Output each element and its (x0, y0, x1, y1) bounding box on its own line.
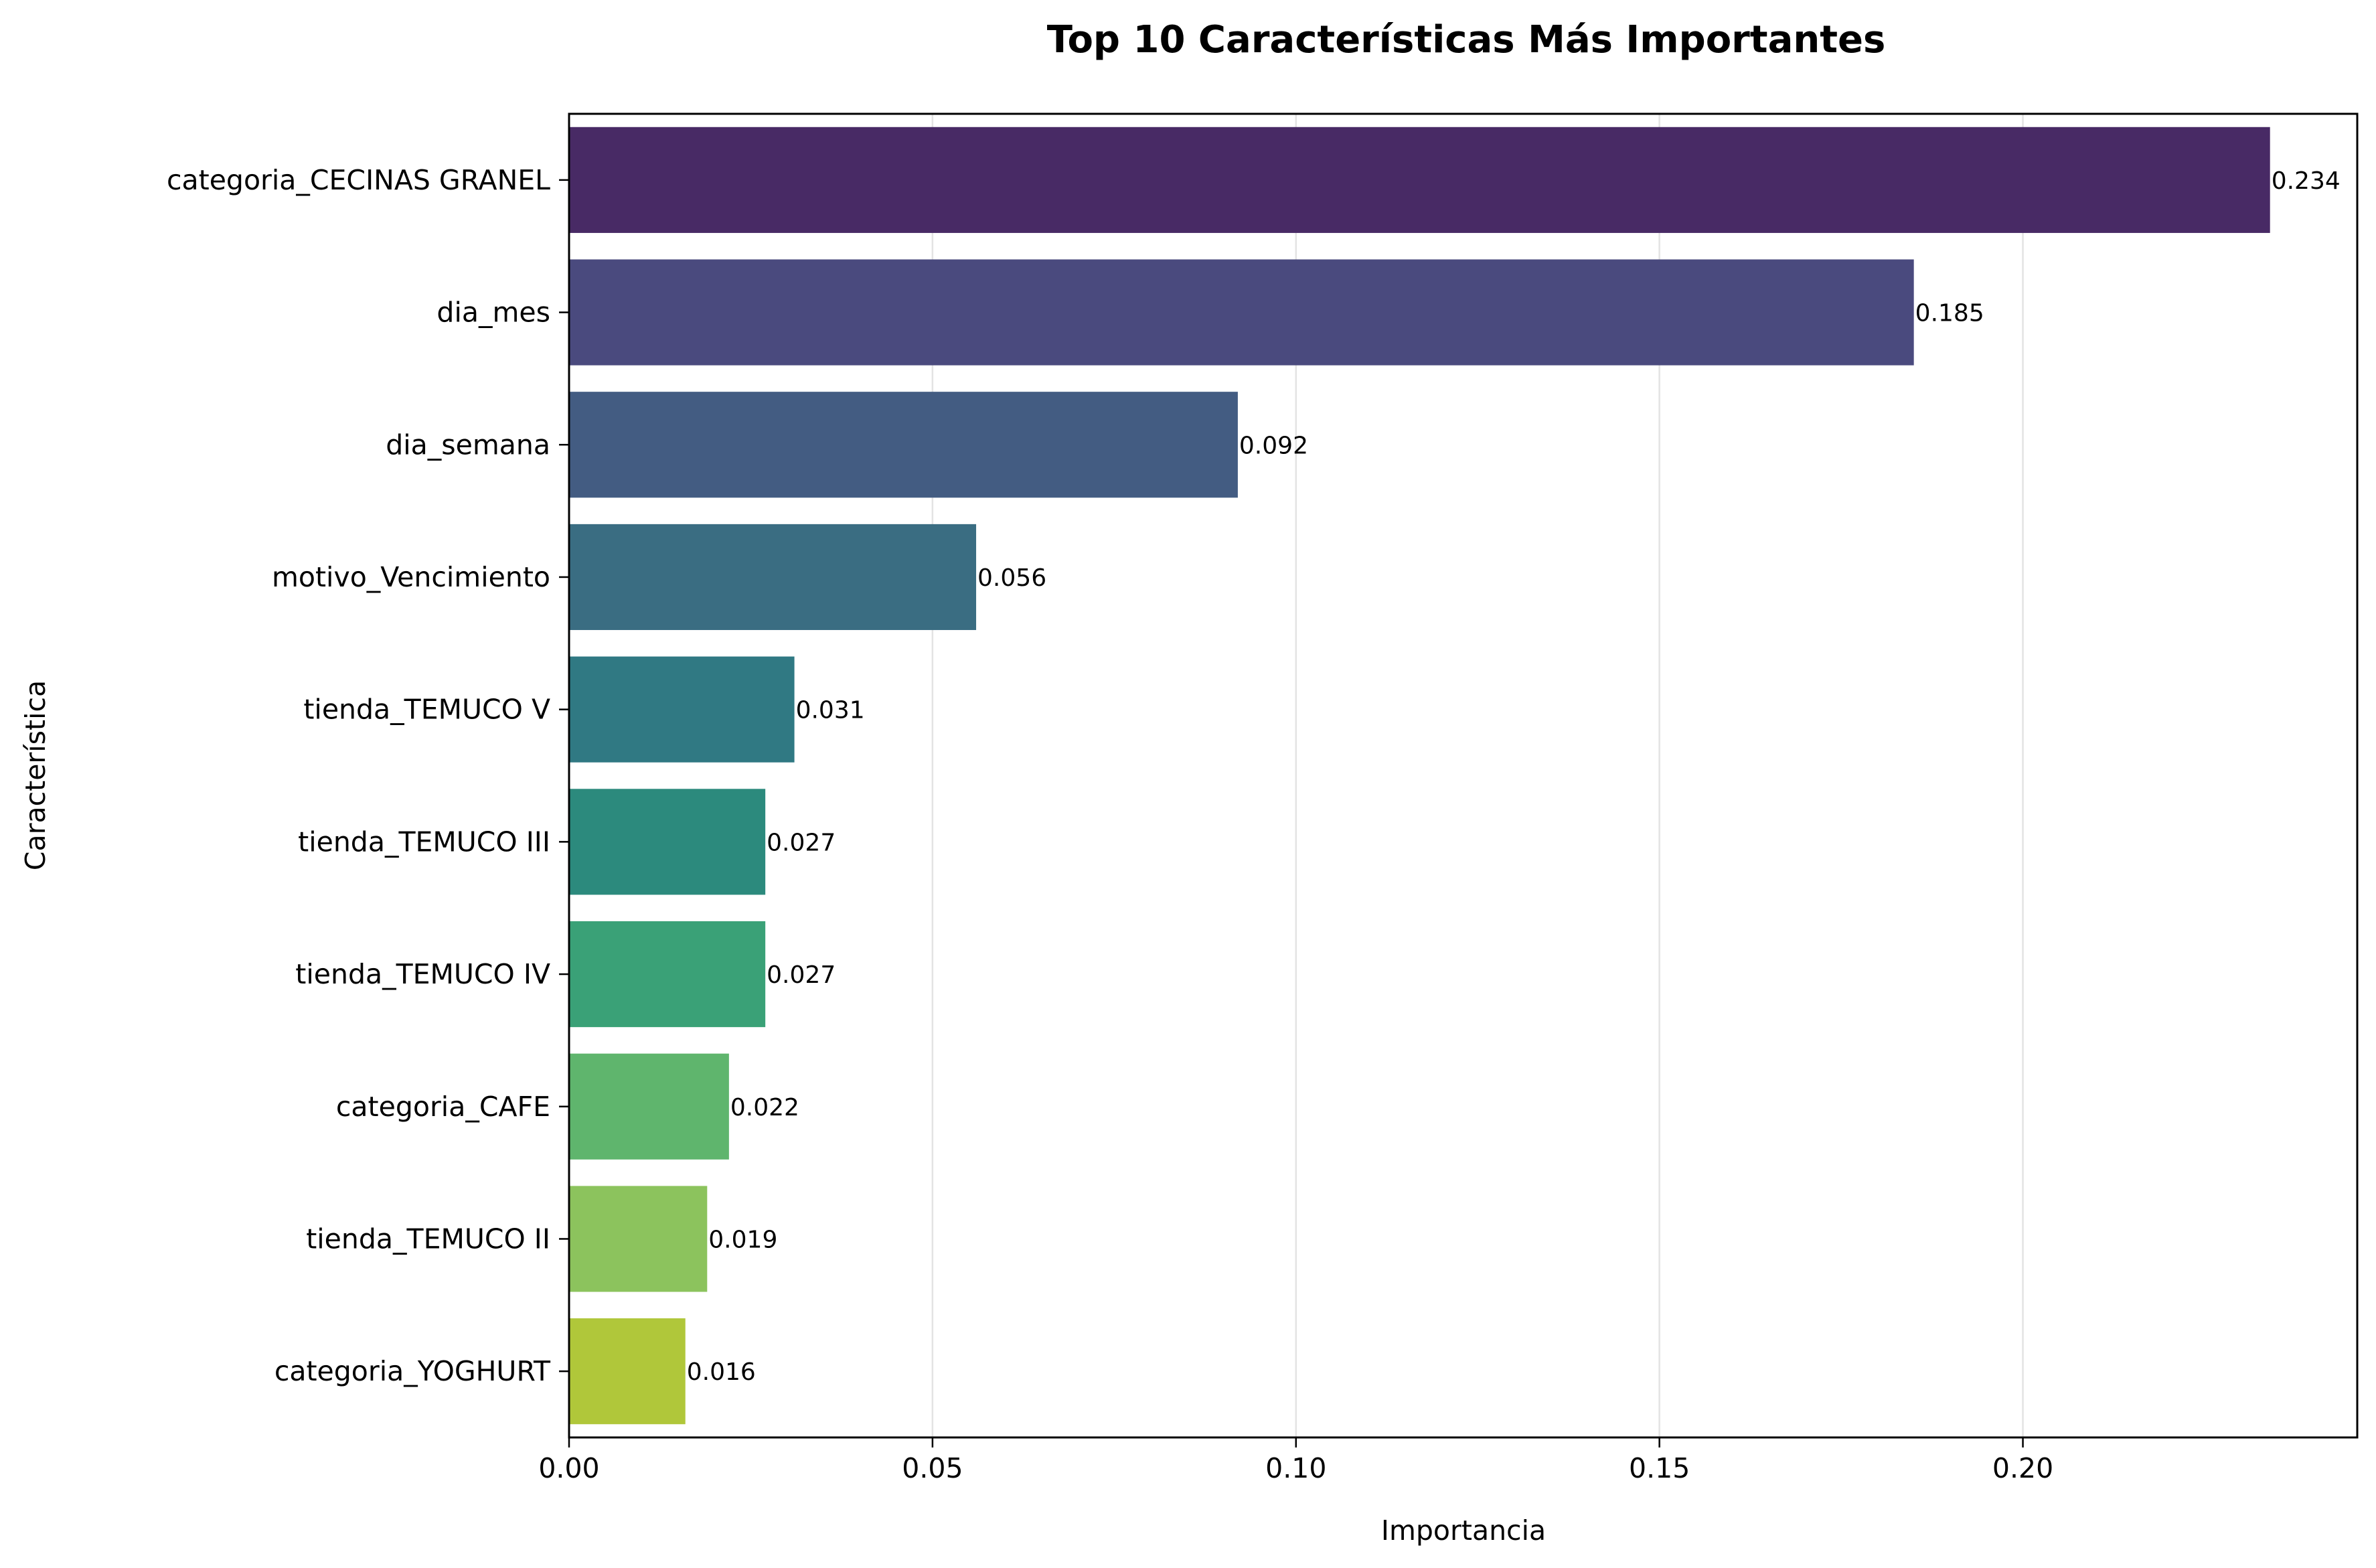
bar-value-label: 0.022 (730, 1094, 799, 1121)
y-tick-label: categoria_YOGHURT (274, 1355, 551, 1387)
y-tick-label: tienda_TEMUCO V (303, 694, 550, 726)
bar-value-label: 0.027 (767, 829, 836, 856)
plot-frame (568, 112, 2359, 1439)
y-tick-label: tienda_TEMUCO III (298, 826, 550, 858)
x-tick-label: 0.15 (1629, 1452, 1690, 1484)
x-tick-label: 0.20 (1992, 1452, 2053, 1484)
chart-title: Top 10 Características Más Importantes (1047, 18, 1886, 62)
bar (569, 1318, 686, 1425)
y-axis-label: Característica (19, 680, 52, 870)
y-tick-label: tienda_TEMUCO IV (295, 958, 550, 990)
bar (569, 921, 766, 1028)
bar (569, 789, 766, 895)
y-tick-label: categoria_CAFE (336, 1091, 550, 1123)
bar (569, 259, 1914, 366)
bar-value-label: 0.031 (796, 697, 865, 724)
x-tick-label: 0.00 (538, 1452, 599, 1484)
x-tick-label: 0.05 (902, 1452, 963, 1484)
y-tick-label: dia_mes (437, 297, 550, 329)
bar (569, 1053, 729, 1160)
y-tick-label: tienda_TEMUCO II (306, 1223, 550, 1255)
bar (569, 127, 2270, 233)
bar (569, 1186, 708, 1292)
bar (569, 524, 977, 631)
x-axis-ticks: 0.00 0.05 0.10 0.15 0.20 (538, 1437, 2053, 1484)
x-tick-label: 0.10 (1265, 1452, 1326, 1484)
y-tick-label: dia_semana (386, 428, 550, 461)
bar (569, 656, 795, 763)
bar-value-label: 0.234 (2272, 167, 2341, 195)
x-axis-label: Importancia (1381, 1514, 1546, 1547)
y-tick-label: categoria_CECINAS GRANEL (167, 164, 550, 196)
bars (569, 127, 2270, 1425)
bar-value-label: 0.019 (708, 1226, 777, 1253)
bar-value-label: 0.185 (1915, 300, 1984, 327)
bar-value-label: 0.016 (687, 1358, 756, 1386)
bar-value-label: 0.027 (767, 961, 836, 989)
bar (569, 392, 1238, 498)
y-axis-ticks: categoria_CECINAS GRANEL dia_mes dia_seman… (167, 164, 569, 1387)
data-labels: 0.234 0.185 0.092 0.056 0.031 0.027 0.027 0.022… (687, 167, 2341, 1386)
y-tick-label: motivo_Vencimiento (272, 561, 550, 593)
bar-value-label: 0.056 (977, 564, 1046, 592)
bar-value-label: 0.092 (1239, 432, 1308, 459)
